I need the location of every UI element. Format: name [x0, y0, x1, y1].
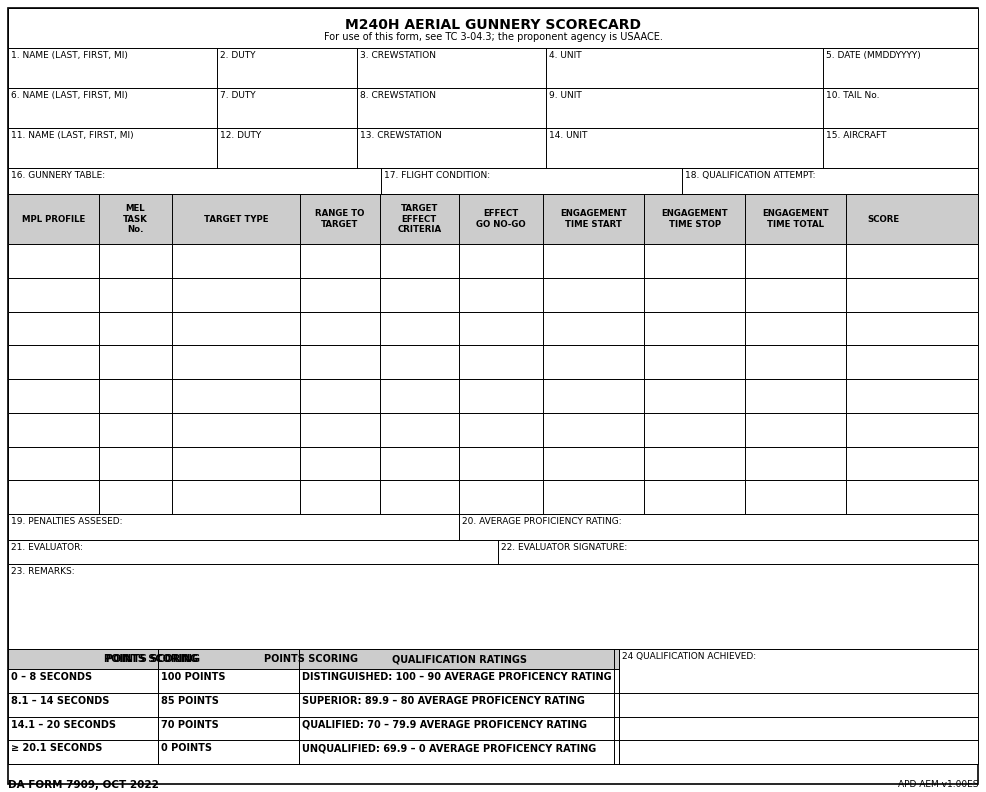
Bar [8, 244, 978, 278]
Text: UNQUALIFIED: 69.9 – 0 AVERAGE PROFICENCY RATING: UNQUALIFIED: 69.9 – 0 AVERAGE PROFICENCY… [302, 743, 597, 753]
Text: 1. NAME (LAST, FIRST, MI): 1. NAME (LAST, FIRST, MI) [11, 51, 128, 60]
Text: 7. DUTY: 7. DUTY [220, 91, 255, 100]
Text: TARGET
EFFECT
CRITERIA: TARGET EFFECT CRITERIA [397, 204, 442, 234]
Text: 5. DATE (MMDDYYYY): 5. DATE (MMDDYYYY) [826, 51, 921, 60]
Text: SUPERIOR: 89.9 – 80 AVERAGE PROFICENCY RATING: SUPERIOR: 89.9 – 80 AVERAGE PROFICENCY R… [302, 695, 585, 706]
Text: 3. CREWSTATION: 3. CREWSTATION [360, 51, 436, 60]
Bar [8, 649, 614, 669]
Text: 15. AIRCRAFT: 15. AIRCRAFT [826, 131, 886, 140]
Text: QUALIFICATION RATINGS: QUALIFICATION RATINGS [391, 654, 527, 664]
Bar [8, 8, 978, 48]
Text: ENGAGEMENT
TIME TOTAL: ENGAGEMENT TIME TOTAL [762, 209, 829, 229]
Text: 8. CREWSTATION: 8. CREWSTATION [360, 91, 436, 100]
Text: 70 POINTS: 70 POINTS [162, 719, 219, 729]
Bar [8, 649, 978, 764]
Text: POINTS SCORING: POINTS SCORING [106, 654, 200, 664]
Text: 100 POINTS: 100 POINTS [162, 672, 226, 682]
Bar [8, 128, 978, 168]
Text: RANGE TO
TARGET: RANGE TO TARGET [316, 209, 365, 229]
Text: 23. REMARKS:: 23. REMARKS: [11, 567, 75, 576]
Text: 14.1 – 20 SECONDS: 14.1 – 20 SECONDS [11, 719, 116, 729]
Bar [8, 278, 978, 311]
Text: 20. AVERAGE PROFICIENCY RATING:: 20. AVERAGE PROFICIENCY RATING: [462, 517, 622, 526]
Text: 10. TAIL No.: 10. TAIL No. [826, 91, 880, 100]
Text: 14. UNIT: 14. UNIT [549, 131, 588, 140]
Bar [8, 48, 978, 88]
Bar [8, 649, 299, 669]
Bar [8, 480, 978, 514]
Text: 21. EVALUATOR:: 21. EVALUATOR: [11, 543, 83, 552]
Text: MEL
TASK
No.: MEL TASK No. [123, 204, 148, 234]
Bar [8, 447, 978, 480]
Text: QUALIFIED: 70 – 79.9 AVERAGE PROFICENCY RATING: QUALIFIED: 70 – 79.9 AVERAGE PROFICENCY … [302, 719, 587, 729]
Text: 17. FLIGHT CONDITION:: 17. FLIGHT CONDITION: [385, 171, 491, 180]
Bar [8, 514, 978, 540]
Text: 16. GUNNERY TABLE:: 16. GUNNERY TABLE: [11, 171, 106, 180]
Bar [8, 168, 978, 194]
Text: DA FORM 7909, OCT 2022: DA FORM 7909, OCT 2022 [8, 780, 159, 790]
Bar [8, 379, 978, 413]
Bar [8, 564, 978, 649]
Bar [8, 311, 978, 345]
Text: 8.1 – 14 SECONDS: 8.1 – 14 SECONDS [11, 695, 109, 706]
Text: DISTINGUISHED: 100 – 90 AVERAGE PROFICENCY RATING: DISTINGUISHED: 100 – 90 AVERAGE PROFICEN… [302, 672, 611, 682]
Text: 12. DUTY: 12. DUTY [220, 131, 261, 140]
Text: 6. NAME (LAST, FIRST, MI): 6. NAME (LAST, FIRST, MI) [11, 91, 128, 100]
Text: 24 QUALIFICATION ACHIEVED:: 24 QUALIFICATION ACHIEVED: [622, 652, 756, 661]
Bar [8, 345, 978, 379]
Text: SCORE: SCORE [867, 215, 899, 223]
Text: 2. DUTY: 2. DUTY [220, 51, 255, 60]
Text: POINTS SCORING: POINTS SCORING [105, 654, 198, 664]
Bar [8, 649, 978, 764]
Text: EFFECT
GO NO-GO: EFFECT GO NO-GO [476, 209, 527, 229]
Text: 0 POINTS: 0 POINTS [162, 743, 212, 753]
Bar [8, 540, 978, 564]
Bar [8, 649, 614, 669]
Text: 22. EVALUATOR SIGNATURE:: 22. EVALUATOR SIGNATURE: [501, 543, 627, 552]
Text: 11. NAME (LAST, FIRST, MI): 11. NAME (LAST, FIRST, MI) [11, 131, 134, 140]
Bar [8, 413, 978, 447]
Text: 4. UNIT: 4. UNIT [549, 51, 582, 60]
Text: For use of this form, see TC 3-04.3; the proponent agency is USAACE.: For use of this form, see TC 3-04.3; the… [323, 32, 663, 42]
Text: ENGAGEMENT
TIME START: ENGAGEMENT TIME START [561, 209, 627, 229]
Text: 85 POINTS: 85 POINTS [162, 695, 219, 706]
Text: 18. QUALIFICATION ATTEMPT:: 18. QUALIFICATION ATTEMPT: [685, 171, 815, 180]
Bar [8, 194, 978, 244]
Text: ≥ 20.1 SECONDS: ≥ 20.1 SECONDS [11, 743, 103, 753]
Text: TARGET TYPE: TARGET TYPE [204, 215, 268, 223]
Text: 13. CREWSTATION: 13. CREWSTATION [360, 131, 442, 140]
Text: M240H AERIAL GUNNERY SCORECARD: M240H AERIAL GUNNERY SCORECARD [345, 18, 641, 32]
Text: MPL PROFILE: MPL PROFILE [22, 215, 85, 223]
Text: 0 – 8 SECONDS: 0 – 8 SECONDS [11, 672, 92, 682]
Text: POINTS SCORING: POINTS SCORING [264, 654, 358, 664]
Text: 9. UNIT: 9. UNIT [549, 91, 582, 100]
Bar [299, 649, 619, 669]
Bar [8, 88, 978, 128]
Text: ENGAGEMENT
TIME STOP: ENGAGEMENT TIME STOP [662, 209, 728, 229]
Text: APD AEM v1.00ES: APD AEM v1.00ES [897, 780, 978, 789]
Text: 19. PENALTIES ASSESED:: 19. PENALTIES ASSESED: [11, 517, 122, 526]
